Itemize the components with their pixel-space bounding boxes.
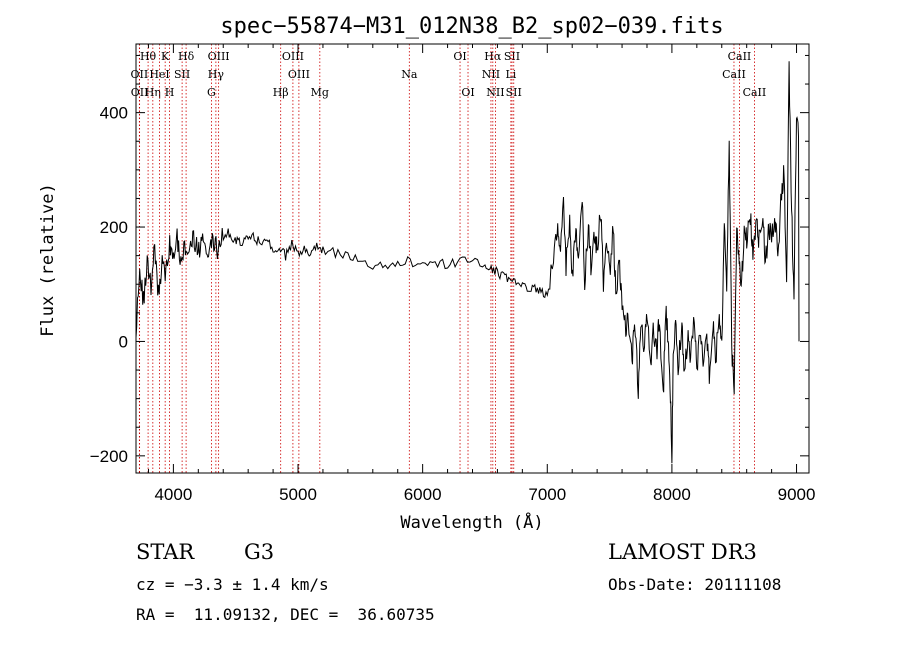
x-tick-label-7000: 7000 xyxy=(528,485,566,504)
object-class: STAR xyxy=(136,540,195,564)
line-marker-label-15: Mg xyxy=(311,86,329,99)
line-marker-label-23: Li xyxy=(505,68,516,81)
line-marker-label-8: Hδ xyxy=(178,50,195,63)
line-marker-label-9: OIII xyxy=(208,50,230,63)
line-marker-label-16: Na xyxy=(401,68,418,81)
x-axis: 4000 5000 6000 7000 8000 9000 xyxy=(147,44,816,504)
y-axis: −200 0 200 400 xyxy=(90,54,809,466)
line-marker-label-26: CaII xyxy=(722,68,746,81)
y-tick-label--200: −200 xyxy=(90,447,128,466)
line-marker-label-21: NII xyxy=(486,86,504,99)
line-marker-label-10: Hγ xyxy=(208,68,225,81)
x-axis-label: Wavelength (Å) xyxy=(400,511,543,533)
line-marker-label-1: OII xyxy=(131,68,149,81)
line-marker-label-6: H xyxy=(165,86,175,99)
line-marker-label-22: SII xyxy=(504,50,520,63)
x-tick-label-8000: 8000 xyxy=(653,485,691,504)
line-marker-label-24: SII xyxy=(506,86,522,99)
line-marker-label-4: K xyxy=(161,50,170,63)
line-marker-label-12: OIII xyxy=(282,50,304,63)
line-marker-label-27: CaII xyxy=(743,86,767,99)
y-axis-label: Flux (relative) xyxy=(38,183,58,337)
subclass: G3 xyxy=(244,540,275,564)
line-marker-label-17: OI xyxy=(453,50,466,63)
line-marker-label-19: Hα xyxy=(484,50,502,63)
line-marker-label-11: G xyxy=(207,86,216,99)
spectrum-line xyxy=(136,61,800,464)
redshift-text: cz = −3.3 ± 1.4 km/s xyxy=(136,575,329,594)
line-marker-label-18: OI xyxy=(461,86,474,99)
y-tick-label-0: 0 xyxy=(119,332,128,351)
line-marker-label-7: SII xyxy=(174,68,190,81)
x-tick-label-4000: 4000 xyxy=(154,485,192,504)
line-marker-label-20: NII xyxy=(482,68,500,81)
x-tick-label-5000: 5000 xyxy=(279,485,317,504)
y-tick-label-400: 400 xyxy=(100,104,128,123)
x-tick-label-9000: 9000 xyxy=(778,485,816,504)
line-marker-label-3: Hη xyxy=(145,86,161,99)
plot-frame xyxy=(135,43,810,474)
line-marker-label-5: HeI xyxy=(149,68,169,81)
chart-title: spec−55874−M31_012N38_B2_sp02−039.fits xyxy=(220,14,723,39)
y-tick-label-200: 200 xyxy=(100,218,128,237)
line-marker-label-2: OII xyxy=(131,86,149,99)
x-tick-label-6000: 6000 xyxy=(404,485,442,504)
spectrum-series xyxy=(136,61,800,464)
obs-date: Obs-Date: 20111108 xyxy=(608,575,782,594)
line-marker-label-0: Hθ xyxy=(140,50,157,63)
line-marker-label-25: CaII xyxy=(728,50,752,63)
line-marker-label-14: Hβ xyxy=(273,86,289,99)
line-marker-label-13: OIII xyxy=(288,68,310,81)
survey-name: LAMOST DR3 xyxy=(608,540,757,564)
coordinates-text: RA = 11.09132, DEC = 36.60735 xyxy=(136,605,435,624)
